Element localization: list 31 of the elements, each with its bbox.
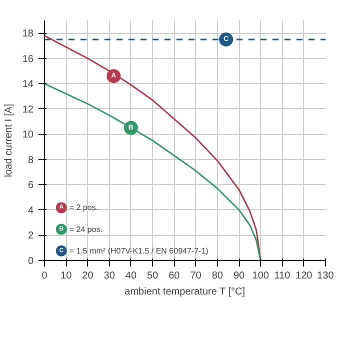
x-tick-label: 100 [252, 270, 270, 282]
legend-label: = 2 pos. [69, 203, 98, 212]
x-tick-label: 120 [296, 270, 313, 282]
line-series [44, 34, 262, 260]
y-tick-label: 12 [22, 104, 34, 116]
x-tick-label: 20 [82, 270, 94, 282]
y-tick-label: 16 [22, 54, 34, 65]
y-axis-title: load current I [A] [3, 104, 14, 178]
x-tick-label: 50 [147, 270, 159, 282]
y-tick-label: 4 [28, 205, 34, 216]
legend-label: = 24 pos. [69, 224, 102, 234]
x-tick-label: 10 [60, 270, 72, 282]
x-tick-label: 30 [104, 270, 116, 282]
x-tick-label: 70 [190, 270, 202, 282]
x-axis-title: ambient temperature T [°C] [124, 286, 246, 298]
x-tick-label: 80 [212, 270, 224, 282]
x-tick-label: 0 [42, 270, 48, 282]
y-tick-label: 14 [22, 79, 34, 90]
line-series [44, 82, 262, 260]
legend-label: = 1.5 mm² (H07V-K1.5 / EN 60947-7-1) [69, 246, 209, 256]
y-tick-label: 8 [28, 154, 34, 166]
y-tick-label: 2 [28, 230, 34, 242]
x-tick-label: 130 [317, 270, 334, 282]
y-tick-label: 6 [28, 180, 34, 192]
y-tick-label: 10 [22, 130, 34, 141]
y-tick-label: 18 [22, 28, 34, 40]
y-tick-label: 0 [28, 256, 34, 267]
x-tick-label: 110 [274, 270, 291, 282]
x-tick-label: 60 [168, 270, 180, 282]
x-tick-label: 40 [125, 270, 137, 282]
x-tick-label: 90 [233, 270, 246, 282]
